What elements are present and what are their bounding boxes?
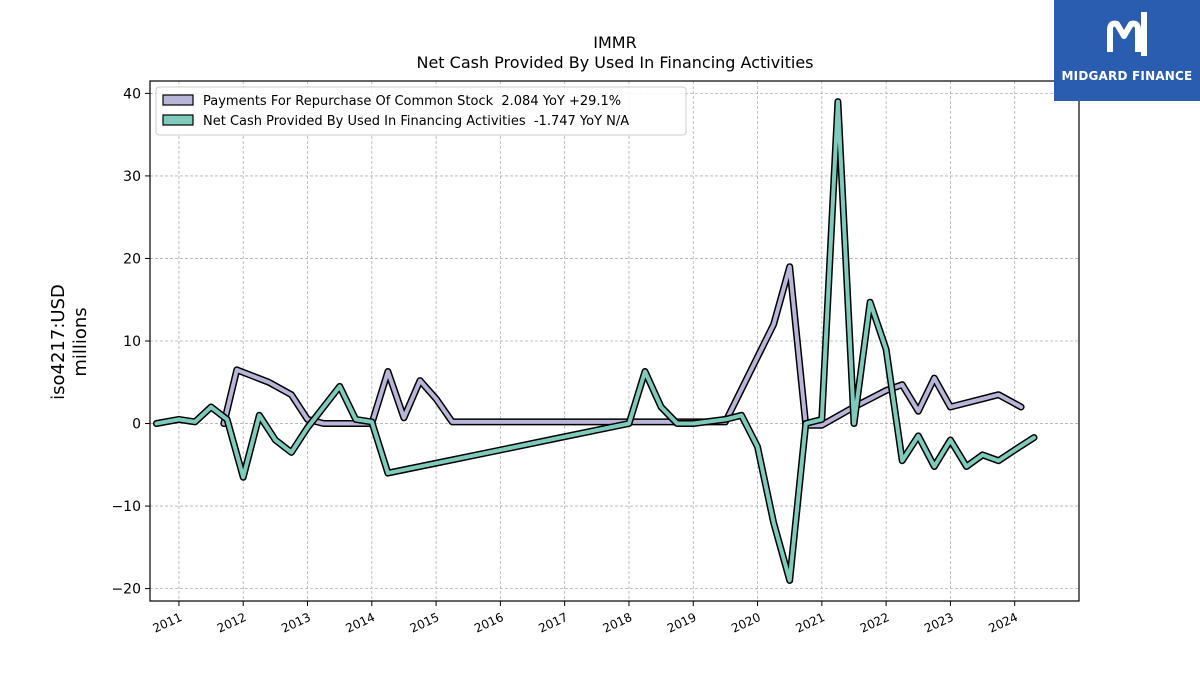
series-layer [152, 98, 1038, 584]
y-tick-label: 40 [123, 86, 141, 102]
x-tick-label: 2018 [601, 610, 635, 636]
legend-label-repurchase: Payments For Repurchase Of Common Stock … [203, 94, 621, 109]
x-tick-label: 2017 [536, 610, 570, 636]
legend-swatch-financing [162, 114, 194, 126]
y-tick-label: −20 [111, 582, 141, 598]
x-tick-label: 2021 [794, 610, 828, 636]
series-1-line [154, 99, 1036, 583]
x-tick-label: 2024 [986, 610, 1020, 636]
x-tick-label: 2014 [343, 610, 377, 636]
x-axis: 2011 2012 2013 2014 2015 2016 2017 2018 2019 2020… [151, 601, 1020, 636]
x-tick-label: 2016 [472, 610, 506, 636]
x-tick-label: 2013 [279, 610, 313, 636]
chart-title: IMMR [593, 33, 636, 52]
x-tick-label: 2020 [729, 610, 763, 636]
x-tick-label: 2019 [665, 610, 699, 636]
x-tick-label: 2011 [151, 610, 185, 636]
y-axis: −20 −10 0 10 20 30 40 [111, 86, 150, 598]
legend-swatch-repurchase [162, 94, 194, 106]
x-tick-label: 2022 [858, 610, 892, 636]
chart-subtitle: Net Cash Provided By Used In Financing A… [416, 53, 813, 72]
plot-frame [149, 80, 1080, 602]
y-tick-label: 30 [123, 169, 141, 185]
y-tick-label: 10 [123, 334, 141, 350]
y-tick-label: 20 [123, 251, 141, 267]
y-tick-label: 0 [132, 417, 141, 433]
legend-box [155, 86, 687, 136]
midgard-logo-icon [1107, 12, 1147, 56]
x-tick-label: 2015 [408, 610, 442, 636]
x-tick-label: 2023 [922, 610, 956, 636]
y-axis-label-unit: iso4217:USD [48, 284, 69, 400]
legend-label-financing: Net Cash Provided By Used In Financing A… [203, 114, 629, 129]
legend: Payments For Repurchase Of Common Stock … [155, 86, 687, 136]
brand-logo: MIDGARD FINANCE [1054, 0, 1200, 101]
grid [150, 81, 1079, 601]
x-tick-label: 2012 [215, 610, 249, 636]
y-axis-label-scale: millions [70, 307, 91, 376]
y-tick-label: −10 [111, 499, 141, 515]
brand-name: MIDGARD FINANCE [1061, 69, 1193, 83]
